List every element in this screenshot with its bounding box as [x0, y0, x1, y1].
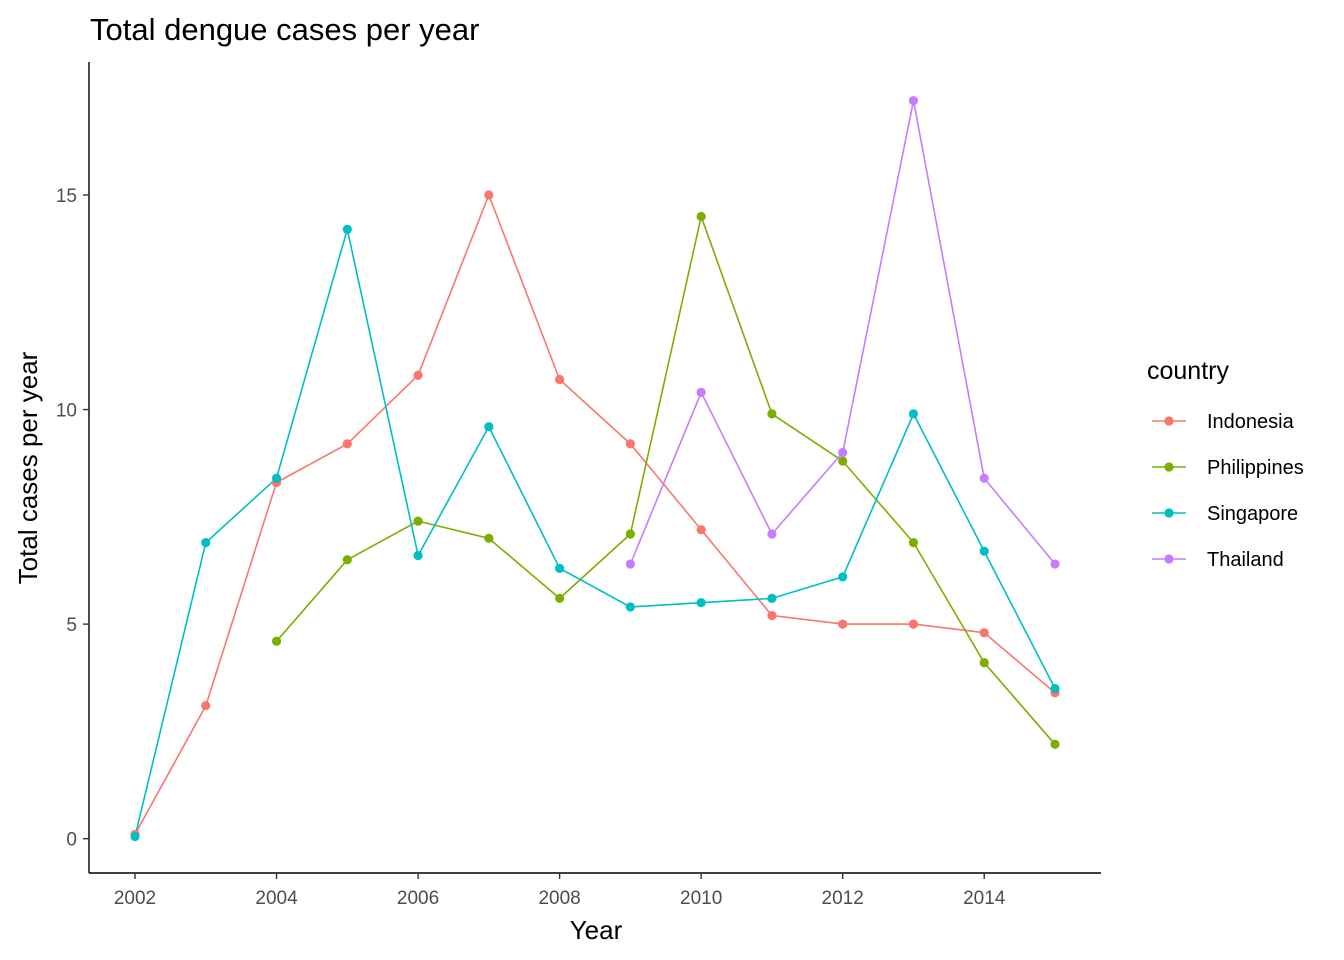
- data-point-thailand: [838, 447, 848, 458]
- data-point-singapore: [1050, 683, 1060, 694]
- data-point-philippines: [342, 555, 352, 565]
- plot-points: [130, 96, 1060, 842]
- legend-item-thailand: Thailand: [1152, 549, 1284, 571]
- data-point-singapore: [413, 550, 423, 561]
- data-point-indonesia: [979, 628, 989, 638]
- data-point-philippines: [838, 456, 848, 466]
- data-point-indonesia: [838, 619, 848, 629]
- data-point-philippines: [271, 636, 282, 646]
- series-line-indonesia: [134, 194, 1056, 835]
- data-point-indonesia: [413, 370, 423, 380]
- data-point-singapore: [271, 473, 282, 483]
- chart-title: Total dengue cases per year: [90, 12, 479, 47]
- data-point-thailand: [767, 529, 777, 539]
- x-tick-label: 2008: [538, 888, 580, 909]
- legend-key-point: [1164, 554, 1174, 564]
- data-point-philippines: [767, 409, 777, 419]
- plot-lines: [134, 99, 1056, 837]
- data-point-thailand: [979, 473, 989, 483]
- data-point-singapore: [696, 598, 706, 608]
- x-tick-label: 2004: [255, 888, 298, 909]
- x-axis-title: Year: [570, 915, 623, 945]
- data-point-thailand: [908, 96, 919, 106]
- y-axis-title: Total cases per year: [13, 351, 43, 584]
- data-point-singapore: [838, 572, 848, 582]
- legend-item-singapore: Singapore: [1152, 503, 1298, 525]
- data-point-philippines: [625, 529, 635, 539]
- data-point-philippines: [1050, 739, 1060, 749]
- x-tick-label: 2010: [680, 888, 722, 909]
- data-point-philippines: [979, 658, 989, 668]
- data-point-indonesia: [767, 610, 777, 621]
- legend-label: Thailand: [1207, 549, 1284, 571]
- data-point-philippines: [696, 211, 706, 222]
- data-point-singapore: [625, 602, 635, 612]
- x-tick-label: 2006: [397, 888, 439, 909]
- y-tick-label: 10: [56, 401, 77, 422]
- x-tick-label: 2002: [114, 888, 156, 909]
- data-point-indonesia: [696, 525, 706, 535]
- data-point-indonesia: [342, 439, 352, 449]
- y-axis-ticks: 0 5 10 15: [56, 186, 89, 851]
- series-line-philippines: [275, 215, 1056, 745]
- legend-label: Indonesia: [1207, 411, 1295, 433]
- data-point-thailand: [625, 559, 635, 569]
- y-tick-label: 0: [66, 830, 77, 851]
- data-point-singapore: [484, 422, 494, 432]
- legend-key-point: [1164, 416, 1174, 426]
- data-point-singapore: [767, 593, 777, 603]
- legend: country Indonesia Philippines Singapore Tha…: [1147, 357, 1304, 571]
- legend-key-point: [1164, 508, 1174, 518]
- data-point-singapore: [130, 831, 140, 842]
- y-tick-label: 5: [66, 615, 77, 636]
- data-point-indonesia: [908, 619, 919, 629]
- legend-item-indonesia: Indonesia: [1152, 411, 1295, 433]
- legend-title: country: [1147, 357, 1229, 385]
- data-point-indonesia: [484, 190, 494, 200]
- data-point-philippines: [413, 516, 423, 526]
- data-point-singapore: [979, 546, 989, 556]
- data-point-philippines: [484, 533, 494, 543]
- data-point-thailand: [696, 387, 706, 398]
- data-point-indonesia: [625, 439, 635, 449]
- data-point-indonesia: [201, 701, 211, 711]
- legend-key-point: [1164, 462, 1174, 472]
- data-point-singapore: [555, 563, 565, 573]
- x-axis-ticks: 2002 2004 2006 2008 2010 2012 2014: [114, 873, 1006, 909]
- legend-item-philippines: Philippines: [1152, 457, 1304, 479]
- series-line-singapore: [134, 228, 1056, 837]
- legend-items: Indonesia Philippines Singapore Thailand: [1152, 411, 1304, 571]
- data-point-philippines: [555, 593, 565, 603]
- x-tick-label: 2014: [963, 888, 1006, 909]
- y-tick-label: 15: [56, 186, 77, 207]
- data-point-singapore: [342, 224, 352, 234]
- data-point-indonesia: [555, 374, 565, 385]
- series-line-thailand: [629, 99, 1056, 565]
- legend-label: Singapore: [1207, 503, 1298, 525]
- x-tick-label: 2012: [822, 888, 864, 909]
- legend-label: Philippines: [1207, 457, 1304, 479]
- data-point-singapore: [908, 409, 919, 419]
- data-point-singapore: [201, 537, 211, 548]
- data-point-philippines: [908, 537, 919, 548]
- data-point-thailand: [1050, 559, 1060, 569]
